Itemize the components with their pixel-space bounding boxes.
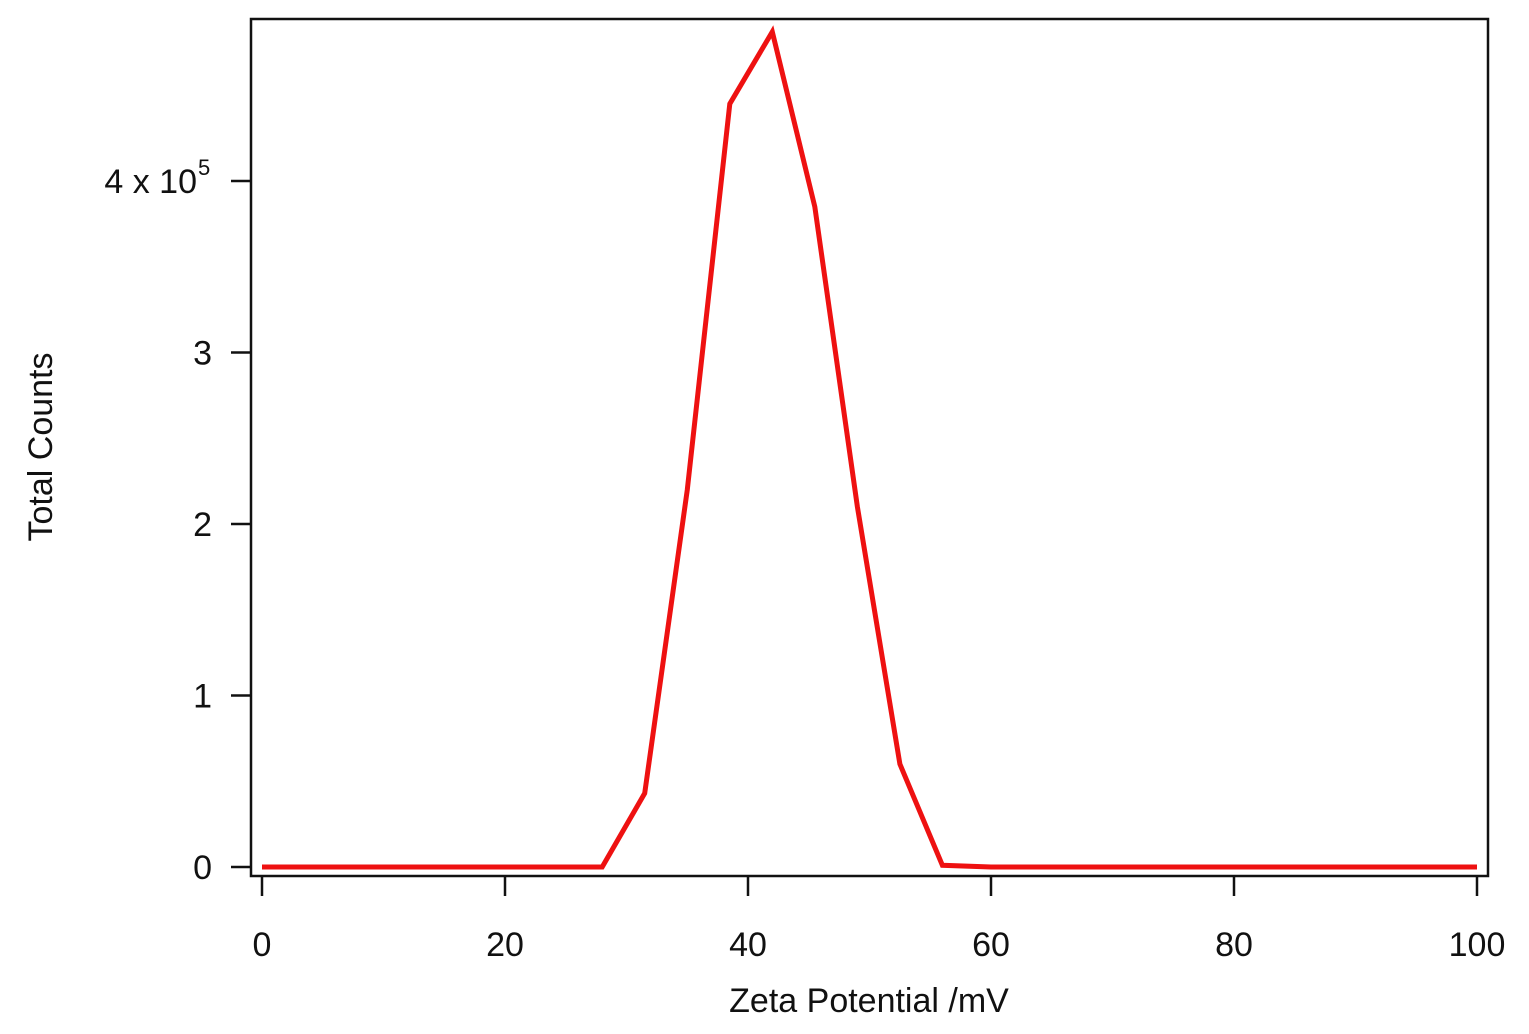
y-tick-label: 1 <box>193 678 212 716</box>
plot-frame <box>249 17 1490 878</box>
y-axis-ticks: 0 1 2 3 4 x 10 <box>104 163 251 887</box>
x-tick-label: 40 <box>729 926 767 964</box>
series-line <box>262 25 1477 870</box>
y-tick-exponent: 5 <box>198 155 210 180</box>
y-tick-label: 4 x 10 <box>104 163 197 201</box>
series-layer <box>262 25 1477 870</box>
x-axis-ticks: 0 20 40 60 80 100 <box>253 876 1506 964</box>
y-tick-label: 0 <box>193 849 212 887</box>
x-tick-label: 0 <box>253 926 272 964</box>
y-tick-label: 3 <box>193 335 212 373</box>
x-tick-label: 20 <box>486 926 524 964</box>
x-tick-label: 60 <box>972 926 1010 964</box>
x-tick-label: 100 <box>1449 926 1506 964</box>
x-tick-label: 80 <box>1215 926 1253 964</box>
y-axis-title: Total Counts <box>22 353 60 542</box>
x-axis-title: Zeta Potential /mV <box>729 982 1009 1020</box>
y-tick-label: 2 <box>193 506 212 544</box>
